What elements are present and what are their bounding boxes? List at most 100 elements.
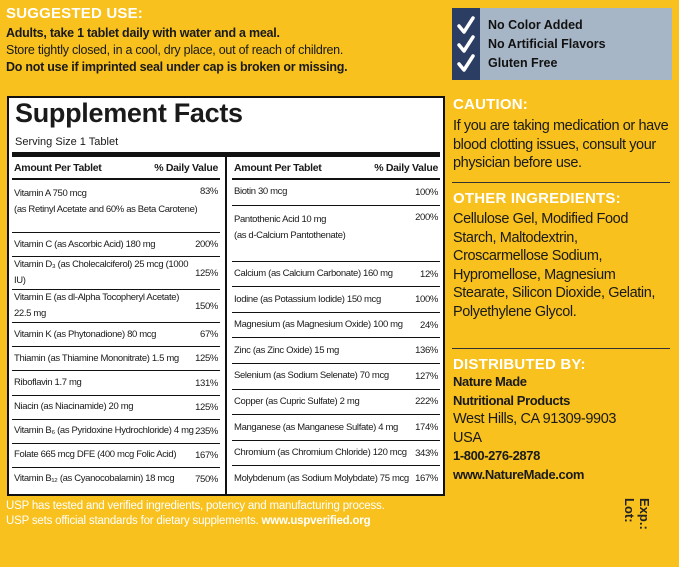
amount: Vitamin A 750 mcg	[14, 188, 87, 199]
header-cell: Amount Per Tablet	[14, 162, 102, 174]
facts-row: Copper (as Cupric Sulfate) 2 mg 222%	[232, 390, 440, 416]
facts-row: Selenium (as Sodium Selenate) 70 mcg 127%	[232, 364, 440, 390]
address: West Hills, CA 91309-9903	[453, 411, 617, 427]
distributor: Nature Made Nutritional Products West Hi…	[453, 373, 671, 484]
usp-note: USP has tested and verified ingredients,…	[6, 500, 385, 512]
badge: No Artificial Flavors	[488, 37, 606, 51]
amount-cell: Pantothenic Acid 10 mg (as d-Calcium Pant…	[234, 212, 346, 244]
lot-exp: Lot: Exp.:	[622, 498, 652, 530]
rule	[452, 348, 670, 349]
daily-value: 24%	[420, 319, 438, 331]
facts-row: Thiamin (as Thiamine Mononitrate) 1.5 mg…	[12, 347, 220, 372]
facts-row: Niacin (as Niacinamide) 20 mg 125%	[12, 396, 220, 420]
amount-cell: Vitamin B₁₂ (as Cyanocobalamin) 18 mcg	[14, 471, 175, 487]
company: Nutritional Products	[453, 392, 570, 408]
amount: Biotin 30 mcg	[234, 186, 288, 198]
amount: Calcium (as Calcium Carbonate) 160 mg	[234, 268, 393, 280]
usp-url: www.uspverified.org	[261, 515, 371, 527]
amount-cell: Biotin 30 mcg	[234, 184, 287, 200]
amount-cell: Folate 665 mcg DFE (400 mcg Folic Acid)	[14, 447, 177, 463]
badge: Gluten Free	[488, 56, 558, 70]
amount: Manganese (as Manganese Sulfate) 4 mg	[234, 421, 398, 433]
section-title: DISTRIBUTED BY:	[453, 356, 586, 373]
daily-value: 100%	[415, 294, 438, 306]
facts-row: Manganese (as Manganese Sulfate) 4 mg 174…	[232, 415, 440, 441]
daily-value: 136%	[415, 345, 438, 357]
daily-value: 222%	[415, 396, 438, 408]
amount-cell: Vitamin C (as Ascorbic Acid) 180 mg	[14, 237, 156, 253]
amount-cell: Vitamin A 750 mcg (as Retinyl Acetate and…	[14, 186, 198, 218]
check-column	[452, 8, 480, 80]
header-cell: % Daily Value	[154, 162, 218, 174]
daily-value: 150%	[195, 300, 218, 312]
daily-value: 200%	[195, 239, 218, 251]
exp-label: Exp.:	[637, 498, 652, 530]
amount: Vitamin B₆ (as Pyridoxine Hydrochloride)…	[14, 425, 194, 437]
amount-detail: (as Retinyl Acetate and 60% as Beta Caro…	[14, 204, 198, 215]
amount-cell: Vitamin D₃ (as Cholecalciferol) 25 mcg (…	[14, 257, 195, 289]
badge: No Color Added	[488, 18, 583, 32]
amount: Vitamin D₃ (as Cholecalciferol) 25 mcg (…	[14, 259, 189, 287]
facts-row: Vitamin B₆ (as Pyridoxine Hydrochloride)…	[12, 420, 220, 444]
amount-cell: Chromium (as Chromium Chloride) 120 mcg	[234, 445, 407, 461]
facts-row: Molybdenum (as Sodium Molybdate) 75 mcg 1…	[232, 466, 440, 491]
amount-cell: Calcium (as Calcium Carbonate) 160 mg	[234, 266, 393, 282]
facts-row: Riboflavin 1.7 mg 131%	[12, 371, 220, 396]
lot-label: Lot:	[622, 498, 637, 523]
facts-row: Vitamin D₃ (as Cholecalciferol) 25 mcg (…	[12, 257, 220, 291]
facts-row: Magnesium (as Magnesium Oxide) 100 mg 24%	[232, 313, 440, 339]
usp-note: USP sets official standards for dietary …	[6, 515, 371, 527]
daily-value: 12%	[420, 268, 438, 280]
usp-text: USP sets official standards for dietary …	[6, 515, 259, 527]
amount-cell: Iodine (as Potassium Iodide) 150 mcg	[234, 292, 381, 308]
daily-value: 200%	[415, 211, 438, 223]
amount: Magnesium (as Magnesium Oxide) 100 mg	[234, 319, 403, 331]
daily-value: 131%	[195, 377, 218, 389]
rule	[12, 152, 440, 157]
facts-column: Amount Per Tablet % Daily Value Vitamin A …	[12, 157, 220, 491]
amount-cell: Magnesium (as Magnesium Oxide) 100 mg	[234, 317, 403, 333]
daily-value: 67%	[200, 329, 218, 341]
amount: Thiamin (as Thiamine Mononitrate) 1.5 mg	[14, 352, 179, 364]
daily-value: 343%	[415, 447, 438, 459]
badge-list: No Color Added No Artificial Flavors Glu…	[488, 16, 606, 73]
amount-cell: Manganese (as Manganese Sulfate) 4 mg	[234, 420, 398, 436]
amount: Vitamin C (as Ascorbic Acid) 180 mg	[14, 238, 156, 250]
amount: Vitamin E (as dl-Alpha Tocopheryl Acetat…	[14, 292, 180, 320]
website: www.NatureMade.com	[453, 466, 585, 482]
facts-row: Calcium (as Calcium Carbonate) 160 mg 12%	[232, 262, 440, 288]
facts-row: Vitamin A 750 mcg (as Retinyl Acetate and…	[12, 180, 220, 234]
instruction: Adults, take 1 tablet daily with water a…	[6, 26, 280, 40]
amount-cell: Selenium (as Sodium Selenate) 70 mcg	[234, 368, 389, 384]
amount-cell: Zinc (as Zinc Oxide) 15 mg	[234, 343, 339, 359]
facts-row: Vitamin K (as Phytonadione) 80 mcg 67%	[12, 323, 220, 348]
facts-row: Iodine (as Potassium Iodide) 150 mcg 100%	[232, 287, 440, 313]
badges: No Color Added No Artificial Flavors Glu…	[452, 8, 672, 80]
section-title: CAUTION:	[453, 96, 528, 113]
section-title: SUGGESTED USE:	[6, 5, 143, 22]
amount-cell: Riboflavin 1.7 mg	[14, 375, 82, 391]
amount: Selenium (as Sodium Selenate) 70 mcg	[234, 370, 389, 382]
amount: Riboflavin 1.7 mg	[14, 377, 82, 389]
table-header: Amount Per Tablet % Daily Value	[12, 157, 220, 180]
facts-row: Pantothenic Acid 10 mg (as d-Calcium Pant…	[232, 206, 440, 262]
daily-value: 750%	[195, 473, 218, 485]
checkmarks	[457, 16, 475, 72]
address: USA	[453, 429, 482, 446]
amount: Copper (as Cupric Sulfate) 2 mg	[234, 395, 360, 407]
amount-cell: Molybdenum (as Sodium Molybdate) 75 mcg	[234, 471, 409, 487]
section-title: OTHER INGREDIENTS:	[453, 190, 621, 207]
amount: Chromium (as Chromium Chloride) 120 mcg	[234, 447, 407, 459]
facts-row: Chromium (as Chromium Chloride) 120 mcg 3…	[232, 441, 440, 467]
table-header: Amount Per Tablet % Daily Value	[232, 157, 440, 180]
amount-cell: Niacin (as Niacinamide) 20 mg	[14, 399, 134, 415]
amount: Zinc (as Zinc Oxide) 15 mg	[234, 344, 339, 356]
instruction: Store tightly closed, in a cool, dry pla…	[6, 43, 344, 57]
amount: Folate 665 mcg DFE (400 mcg Folic Acid)	[14, 449, 177, 461]
daily-value: 100%	[415, 186, 438, 198]
daily-value: 125%	[195, 353, 218, 365]
daily-value: 167%	[415, 473, 438, 485]
phone: 1-800-276-2878	[453, 448, 540, 463]
daily-value: 127%	[415, 370, 438, 382]
